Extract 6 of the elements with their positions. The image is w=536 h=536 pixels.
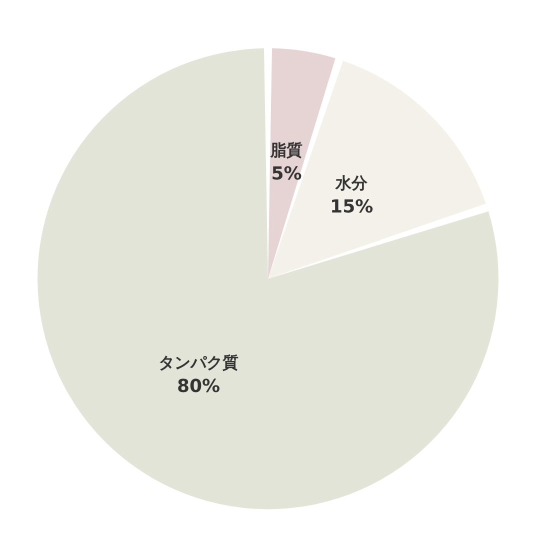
data-label: 15%: [330, 196, 374, 218]
data-label: 5%: [271, 163, 302, 184]
slice-label: 脂質: [269, 140, 302, 160]
slice-label: 水分: [334, 174, 369, 193]
data-label: 80%: [176, 376, 220, 397]
slice-label: タンパク質: [158, 352, 238, 372]
